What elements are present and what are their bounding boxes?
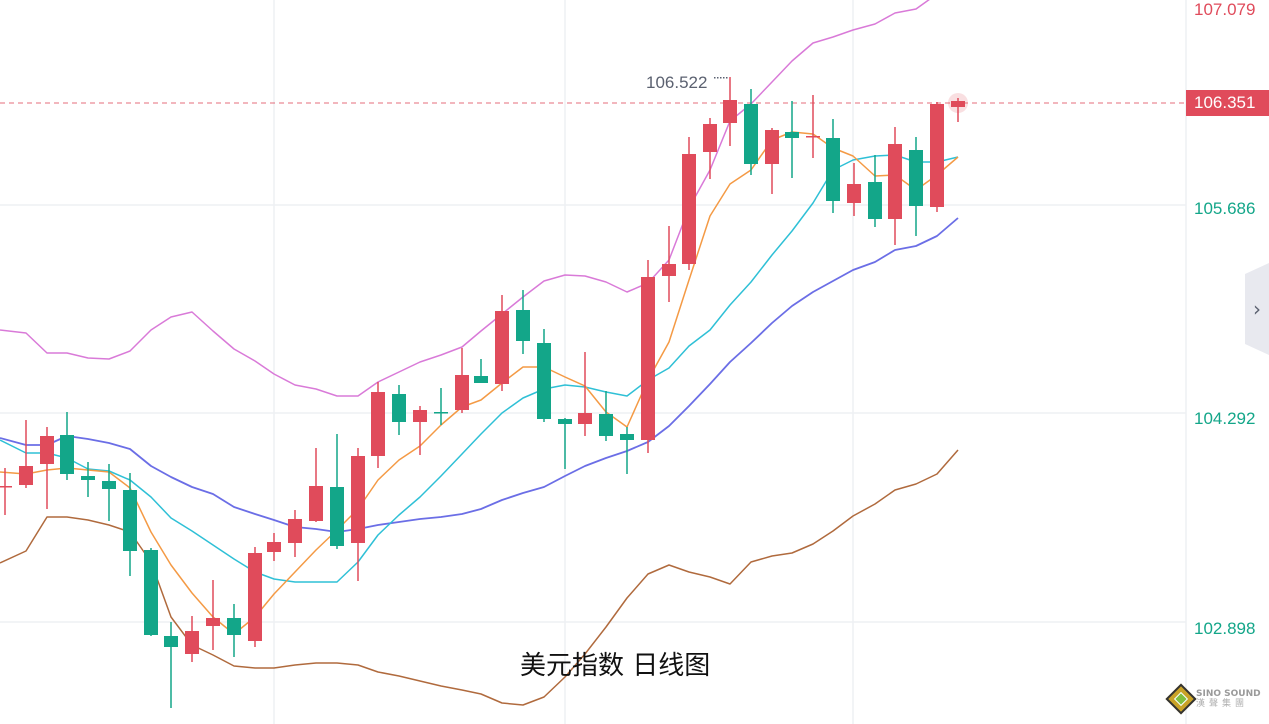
candle	[164, 622, 178, 708]
line-ma20	[0, 217, 959, 533]
line-ma10	[0, 154, 959, 583]
chart-title: 美元指数 日线图	[520, 651, 711, 681]
sino-sound-logo: SINO SOUND 漢聲集團	[1165, 683, 1261, 715]
logo-text-cn: 漢聲集團	[1196, 699, 1249, 709]
candle	[434, 388, 448, 425]
candle	[620, 427, 634, 474]
candle	[227, 604, 241, 657]
candle	[351, 448, 365, 581]
candle	[723, 77, 737, 146]
candle	[641, 260, 655, 453]
candle	[806, 95, 820, 158]
line-boll-upper	[0, 0, 930, 397]
candle	[765, 128, 779, 194]
candle	[744, 89, 758, 175]
candle	[19, 420, 33, 488]
candle	[0, 468, 12, 515]
candle	[662, 226, 676, 302]
candle	[909, 137, 923, 236]
candle	[455, 348, 469, 413]
price-axis-label: 105.686	[1194, 199, 1256, 218]
candle	[309, 448, 323, 522]
candle	[599, 391, 613, 441]
candle	[40, 427, 54, 509]
price-axis-label: 107.079	[1194, 0, 1256, 19]
logo-diamond-icon	[1165, 683, 1197, 715]
current-price-tag: 106.351	[1186, 90, 1269, 116]
candle	[578, 352, 592, 436]
candle	[144, 548, 158, 636]
current-price-pulse	[948, 93, 968, 113]
candle	[951, 98, 965, 122]
candle	[413, 406, 427, 455]
candle	[703, 118, 717, 179]
candle	[785, 101, 799, 178]
candle	[495, 295, 509, 391]
candle	[330, 434, 344, 549]
candle	[558, 418, 572, 469]
candle	[682, 137, 696, 270]
candle	[185, 616, 199, 662]
candle	[60, 412, 74, 480]
candle	[81, 462, 95, 497]
candles	[0, 77, 965, 708]
candle	[847, 163, 861, 216]
candle	[930, 102, 944, 212]
price-axis-label: 104.292	[1194, 409, 1256, 428]
candle	[206, 580, 220, 650]
high-marker-leader	[714, 77, 728, 79]
side-panel-toggle-button[interactable]: ›	[1245, 263, 1269, 355]
high-price-label: 106.522	[646, 73, 708, 92]
candle	[474, 359, 488, 383]
candle	[826, 119, 840, 213]
price-axis-label: 102.898	[1194, 619, 1256, 638]
candle	[392, 385, 406, 435]
candle	[288, 510, 302, 557]
candle	[123, 473, 137, 576]
candle	[102, 464, 116, 521]
candle	[516, 290, 530, 354]
grid-lines	[0, 0, 1187, 724]
candle	[267, 533, 281, 561]
candle	[371, 382, 385, 468]
line-boll-lower	[0, 449, 959, 706]
chevron-right-icon: ›	[1253, 297, 1261, 321]
logo-text-en: SINO SOUND	[1196, 689, 1261, 699]
candle	[248, 547, 262, 647]
candle	[888, 127, 902, 245]
candle	[868, 155, 882, 227]
candle	[537, 329, 551, 422]
indicator-lines	[0, 0, 959, 706]
